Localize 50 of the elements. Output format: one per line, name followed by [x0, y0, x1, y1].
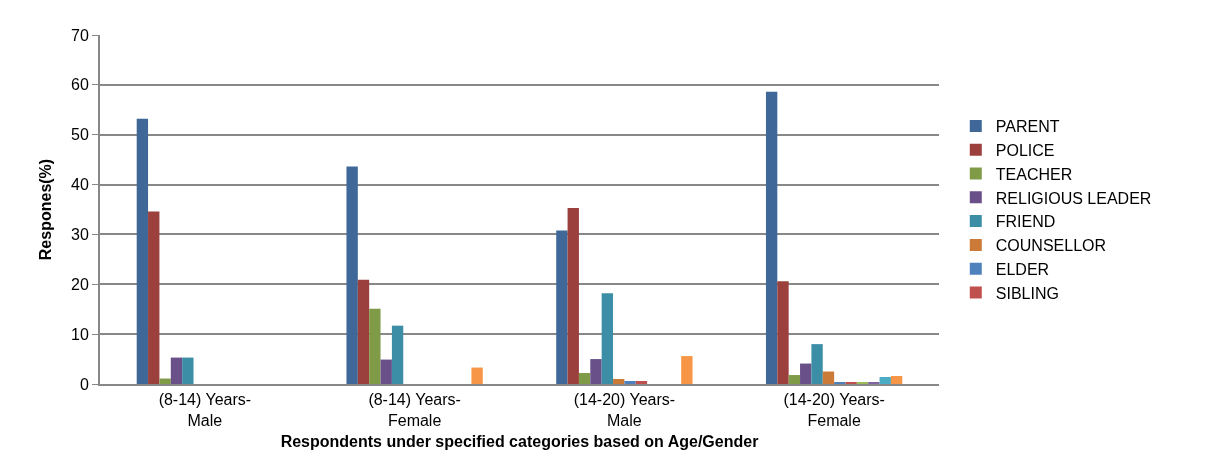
bar	[159, 378, 171, 384]
bar	[800, 363, 812, 384]
bar	[890, 376, 903, 384]
bar	[170, 357, 183, 384]
x-tick-label: (8-14) Years- Female	[368, 391, 461, 429]
legend-label: COUNSELLOR	[995, 237, 1107, 255]
bar	[879, 377, 891, 384]
y-tick-label: 60	[71, 76, 89, 94]
bar	[182, 357, 194, 384]
legend-label: PARENT	[995, 118, 1060, 136]
legend-label: ELDER	[995, 260, 1050, 278]
bar	[136, 118, 149, 384]
bar	[357, 279, 370, 384]
legend-label: FRIEND	[995, 213, 1056, 231]
bar	[681, 356, 693, 384]
bar	[567, 208, 579, 384]
x-tick-label: (14-20) Years- Male	[573, 391, 676, 429]
bar	[811, 344, 823, 384]
bar	[635, 381, 648, 384]
bar	[613, 379, 625, 384]
y-tick-label: 20	[71, 275, 89, 293]
bar	[765, 91, 778, 384]
bar	[590, 359, 602, 384]
bar	[788, 375, 801, 384]
y-tick-label: 0	[79, 375, 89, 393]
bar	[777, 281, 789, 384]
bar	[578, 373, 591, 384]
bar	[601, 293, 614, 384]
bar	[471, 367, 483, 384]
bar	[369, 308, 381, 384]
legend-label: TEACHER	[995, 165, 1073, 183]
bar	[391, 325, 404, 384]
x-tick-label: (14-20) Years- Female	[783, 391, 885, 429]
legend-label: SIBLING	[995, 284, 1059, 302]
bar	[624, 381, 636, 384]
y-tick-label: 30	[71, 226, 89, 244]
bar	[380, 359, 392, 384]
legend-label: POLICE	[995, 141, 1055, 159]
y-tick-label: 10	[71, 325, 89, 343]
x-axis-title: Respondents under specified categories based on Age/Gender	[280, 433, 759, 451]
y-tick-label: 50	[71, 126, 89, 144]
bar	[556, 230, 568, 384]
x-tick-label: (8-14) Years- Male	[158, 391, 252, 429]
bar	[346, 166, 358, 384]
y-tick-label: 70	[71, 26, 89, 44]
bar	[148, 211, 160, 384]
legend-label: RELIGIOUS LEADER	[995, 189, 1152, 207]
y-tick-label: 40	[71, 176, 89, 194]
bar	[822, 371, 835, 384]
y-axis-title: Respones(%)	[37, 158, 55, 261]
